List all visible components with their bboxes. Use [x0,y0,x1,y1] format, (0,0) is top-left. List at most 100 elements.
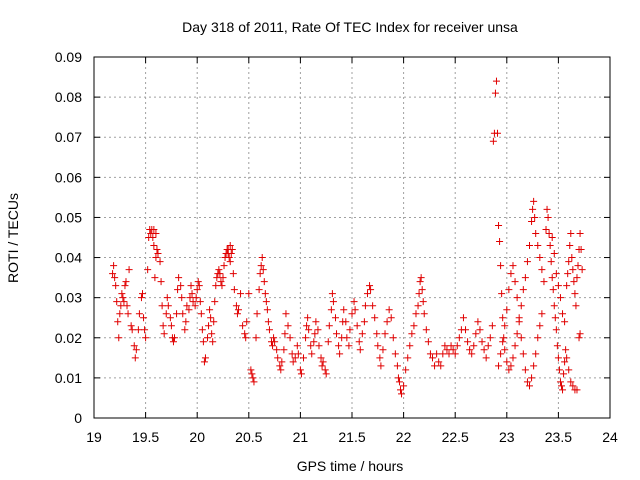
data-point [286,334,294,342]
data-point [576,229,584,237]
data-point [515,314,523,322]
data-point [239,322,247,330]
data-point [248,370,256,378]
data-point [325,322,333,330]
data-point [511,342,519,350]
y-tick-label: 0.01 [55,370,82,386]
data-point [336,350,344,358]
data-point [361,302,369,310]
data-point [284,322,292,330]
data-point [264,318,272,326]
data-point [183,302,191,310]
data-point [553,342,561,350]
data-point [567,378,575,386]
data-point [550,250,558,258]
x-tick-label: 19.5 [132,429,159,445]
data-point [517,302,525,310]
data-point [207,314,215,322]
data-point [371,314,379,322]
data-point [154,250,162,258]
data-point [422,326,430,334]
data-point [131,354,139,362]
data-point [201,354,209,362]
data-point [181,326,189,334]
y-tick-label: 0.07 [55,129,82,145]
data-point [204,334,212,342]
y-tick-label: 0.05 [55,209,82,225]
data-point [118,290,126,298]
data-point [158,302,166,310]
data-point [179,310,187,318]
data-point [293,342,301,350]
data-point [317,354,325,362]
data-point [194,278,202,286]
data-point [566,242,574,250]
x-tick-label: 23 [499,429,515,445]
data-point [121,282,129,290]
data-point [519,350,527,358]
data-point [482,354,490,362]
data-point [420,310,428,318]
data-point [530,362,538,370]
data-point [122,278,130,286]
data-point [135,310,143,318]
data-point [263,306,271,314]
data-point [259,266,267,274]
data-point [415,290,423,298]
data-point [545,229,553,237]
data-point [555,366,563,374]
data-point [311,330,319,338]
data-point [538,310,546,318]
data-point [253,310,261,318]
data-point [211,298,219,306]
data-point [459,314,467,322]
data-point [328,290,336,298]
data-point [400,382,408,390]
data-point [216,270,224,278]
data-point [466,346,474,354]
data-point [526,382,534,390]
data-point [521,366,529,374]
data-point [498,290,506,298]
data-point [124,310,132,318]
data-point [209,338,217,346]
data-point [393,362,401,370]
data-point [503,358,511,366]
data-point [215,266,223,274]
data-point [342,318,350,326]
data-point [379,346,387,354]
data-point [416,278,424,286]
data-point [548,274,556,282]
data-point [573,274,581,282]
data-point [521,274,529,282]
data-point [560,370,568,378]
data-point [387,314,395,322]
data-point [395,378,403,386]
data-point [528,374,536,382]
data-point [329,298,337,306]
data-point [546,242,554,250]
data-point [547,258,555,266]
data-point [374,342,382,350]
data-point [369,302,377,310]
data-point [249,374,257,382]
data-point [556,378,564,386]
data-point [573,386,581,394]
data-point [115,334,123,342]
data-point [474,318,482,326]
data-point [233,310,241,318]
data-point [137,294,145,302]
data-point [447,342,455,350]
data-point [557,382,565,390]
data-point [567,229,575,237]
data-point [523,378,531,386]
data-point [503,306,511,314]
data-point [225,254,233,262]
data-point [373,330,381,338]
data-point [513,330,521,338]
data-point [500,334,508,342]
data-point [274,354,282,362]
data-point [205,322,213,330]
data-point [569,382,577,390]
